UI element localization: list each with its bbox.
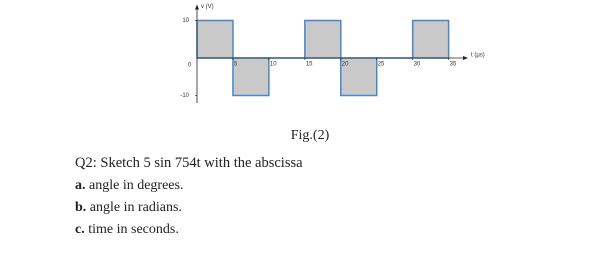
wave-segment: [232, 57, 270, 97]
item: a. angle in degrees.: [75, 178, 183, 194]
x-tick-label: 25: [378, 62, 385, 68]
item: c. time in seconds.: [75, 222, 179, 238]
x-axis-label: t (μs): [471, 53, 485, 59]
y-axis-label: v (V): [201, 4, 214, 10]
x-arrow: [463, 56, 468, 60]
wave-segment: [304, 19, 342, 59]
item-marker: b.: [75, 200, 87, 215]
origin-label: 0: [188, 63, 192, 69]
y-tick-label: 10: [182, 18, 189, 24]
item-text: angle in radians.: [89, 200, 182, 215]
item-marker: a.: [75, 178, 86, 193]
item-marker: c.: [75, 222, 85, 237]
wave-segment: [411, 19, 450, 59]
y-tick-label: -10: [180, 93, 189, 99]
figure: v (V) t (μs) 0 5 10 15 20 25 30 35 10 -10: [180, 4, 485, 103]
y-arrow: [195, 4, 199, 10]
x-tick-label: 5: [234, 62, 238, 68]
x-tick-label: 35: [450, 62, 457, 68]
question: Q2: Sketch 5 sin 754t with the abscissa: [75, 155, 303, 171]
x-tick-label: 20: [342, 62, 349, 68]
wave-segment: [340, 57, 378, 97]
item-text: time in seconds.: [88, 222, 179, 237]
wave-segment: [196, 19, 234, 59]
caption: Fig.(2): [290, 128, 330, 143]
item: b. angle in radians.: [75, 200, 182, 216]
x-tick-label: 10: [270, 62, 277, 68]
item-text: angle in degrees.: [89, 178, 184, 193]
x-tick-label: 15: [306, 62, 313, 68]
x-tick-label: 30: [414, 62, 421, 68]
